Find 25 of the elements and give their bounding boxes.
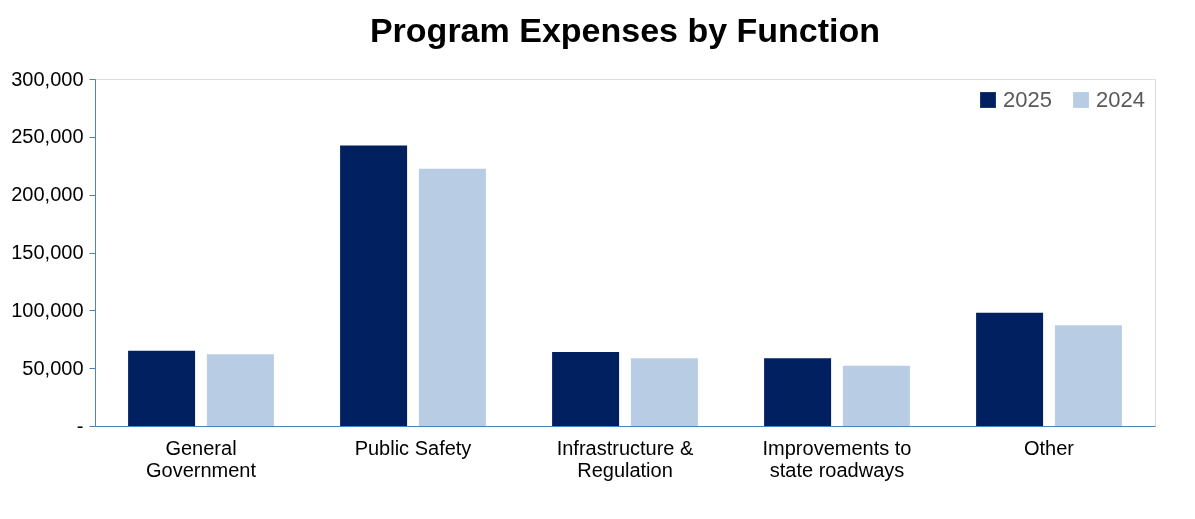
x-tick-label: General Government xyxy=(145,436,257,481)
chart-title: Program Expenses by Function xyxy=(369,11,881,49)
y-tick-label: - xyxy=(76,414,84,437)
x-tick-label: Infrastructure & Regulation xyxy=(556,436,695,481)
bar xyxy=(976,312,1044,426)
legend-label: 2025 xyxy=(1003,87,1052,112)
bar xyxy=(630,358,698,426)
bar xyxy=(552,351,620,426)
bar xyxy=(418,168,486,426)
bar xyxy=(764,358,832,426)
y-tick-label: 100,000 xyxy=(11,298,84,321)
y-tick-label: 200,000 xyxy=(11,183,84,206)
bar xyxy=(128,350,196,426)
y-tick-label: 300,000 xyxy=(11,67,84,90)
y-tick-label: 250,000 xyxy=(11,125,84,148)
x-tick-label: Public Safety xyxy=(354,436,472,459)
bar xyxy=(206,354,274,426)
x-tick-label: Other xyxy=(1023,436,1075,459)
y-tick-label: 150,000 xyxy=(11,241,84,263)
bar xyxy=(1054,325,1122,426)
bar xyxy=(842,365,910,426)
legend-label: 2024 xyxy=(1096,87,1145,112)
x-tick-label: Improvements to state roadways xyxy=(762,436,912,481)
bar xyxy=(340,145,408,426)
y-tick-label: 50,000 xyxy=(22,356,84,379)
